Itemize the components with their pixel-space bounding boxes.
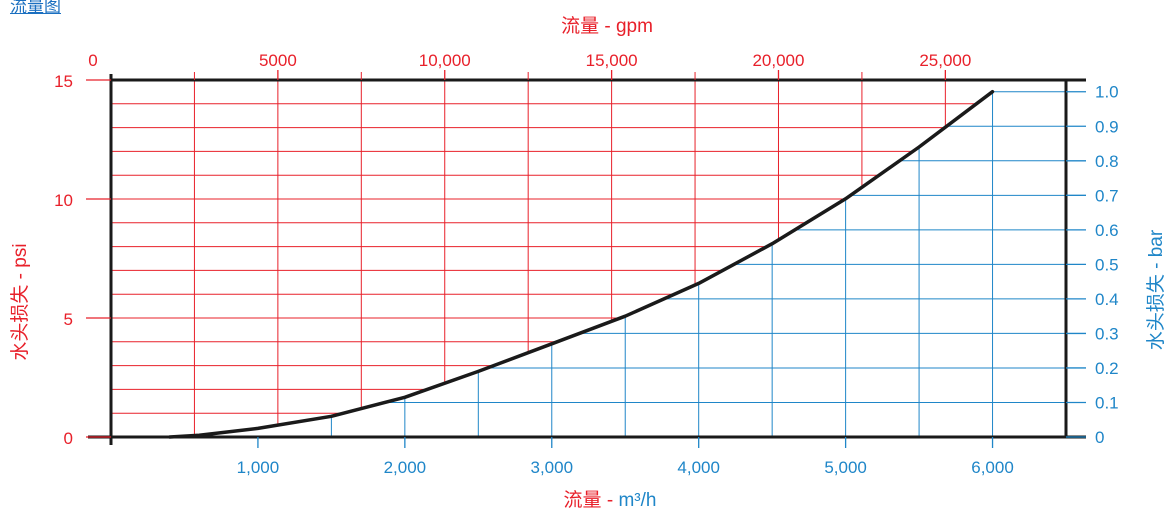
red-grid bbox=[111, 80, 977, 436]
top-tick-label: 15,000 bbox=[586, 51, 638, 70]
bottom-tick-label: 1,000 bbox=[237, 458, 280, 477]
top-tick-label: 10,000 bbox=[419, 51, 471, 70]
tick-marks bbox=[86, 70, 1086, 448]
top-axis-label-prefix: 流量 bbox=[561, 15, 599, 37]
right-tick-label: 0.5 bbox=[1095, 255, 1119, 274]
left-axis-label-prefix: 水头损失 bbox=[9, 285, 31, 361]
bottom-axis-label-unit: m³/h bbox=[618, 490, 656, 511]
top-axis-label-sep: - bbox=[599, 16, 616, 37]
left-axis-label: 水头损失 - psi bbox=[9, 243, 31, 360]
bottom-axis-label-sep: - bbox=[602, 490, 619, 511]
right-tick-label: 0.1 bbox=[1095, 393, 1119, 412]
tick-labels: 0 5 10 15 0 0.1 0.2 0.3 0.4 0.5 0.6 0.7 0.8 0.9 1.0 0 50… bbox=[54, 51, 1119, 477]
bottom-tick-label: 6,000 bbox=[971, 458, 1014, 477]
right-axis-label-unit: bar bbox=[1146, 229, 1167, 257]
bottom-tick-label: 2,000 bbox=[384, 458, 427, 477]
left-axis-label-sep: - bbox=[10, 268, 31, 285]
bottom-axis-label: 流量 - m³/h bbox=[564, 489, 657, 511]
left-tick-label: 5 bbox=[64, 310, 73, 329]
right-axis-label-sep: - bbox=[1146, 257, 1167, 274]
top-tick-label: 5000 bbox=[259, 51, 297, 70]
left-tick-label: 10 bbox=[54, 191, 73, 210]
right-tick-label: 0.7 bbox=[1095, 186, 1119, 205]
right-tick-label: 0.8 bbox=[1095, 152, 1119, 171]
top-axis-label: 流量 - gpm bbox=[561, 15, 653, 37]
right-tick-label: 0.4 bbox=[1095, 290, 1119, 309]
top-axis-label-unit: gpm bbox=[616, 16, 653, 37]
top-tick-label: 0 bbox=[88, 51, 97, 70]
right-axis-label: 水头损失 - bar bbox=[1145, 229, 1167, 350]
flow-chart-link[interactable]: 流量图 bbox=[10, 0, 61, 17]
head-loss-curve bbox=[168, 89, 995, 439]
right-tick-label: 1.0 bbox=[1095, 83, 1119, 102]
left-tick-label: 15 bbox=[54, 72, 73, 91]
right-tick-label: 0.6 bbox=[1095, 221, 1119, 240]
chart-frame bbox=[88, 74, 1086, 445]
right-tick-label: 0.3 bbox=[1095, 324, 1119, 343]
right-tick-label: 0.9 bbox=[1095, 117, 1119, 136]
top-tick-label: 25,000 bbox=[919, 51, 971, 70]
right-tick-label: 0 bbox=[1095, 428, 1104, 447]
right-axis-label-prefix: 水头损失 bbox=[1145, 274, 1167, 350]
bottom-axis-label-prefix: 流量 bbox=[564, 489, 602, 511]
top-tick-label: 20,000 bbox=[752, 51, 804, 70]
left-tick-label: 0 bbox=[64, 429, 73, 448]
blue-grid bbox=[330, 91, 1066, 437]
bottom-tick-label: 4,000 bbox=[677, 458, 720, 477]
left-axis-label-unit: psi bbox=[10, 243, 31, 267]
bottom-tick-label: 5,000 bbox=[824, 458, 867, 477]
right-tick-label: 0.2 bbox=[1095, 359, 1119, 378]
bottom-tick-label: 3,000 bbox=[530, 458, 573, 477]
